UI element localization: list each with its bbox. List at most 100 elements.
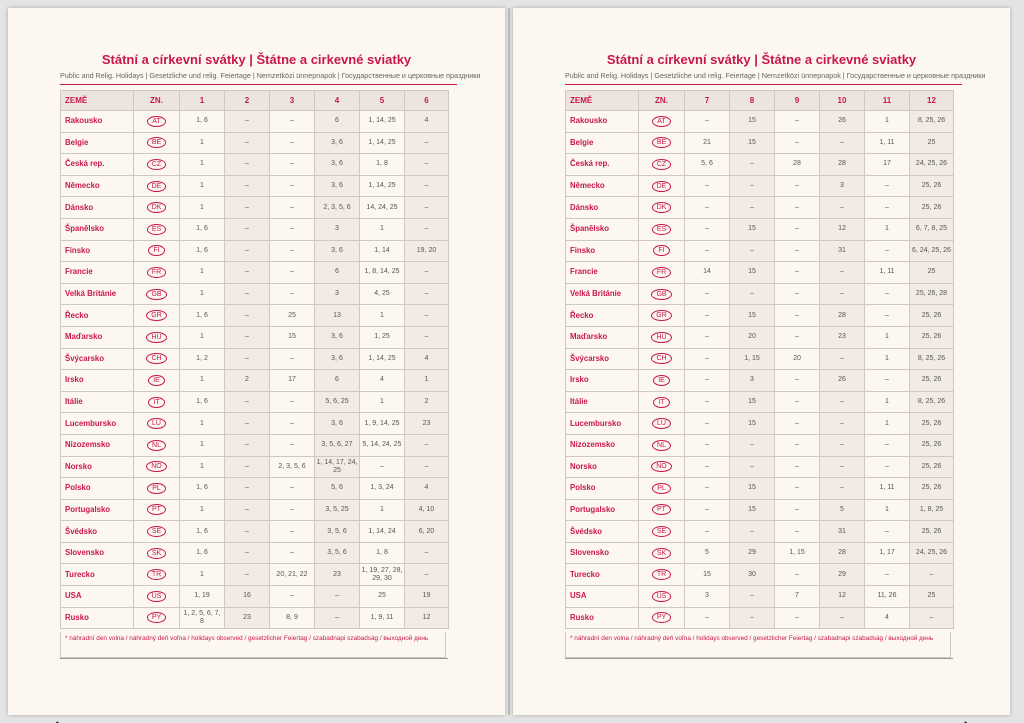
country-code: SE — [146, 526, 167, 538]
holiday-cell: – — [269, 239, 315, 263]
holiday-cell: 1, 14, 25 — [359, 110, 405, 133]
holiday-cell: 1 — [359, 498, 405, 522]
holiday-cell: 4 — [864, 606, 910, 630]
code-cell: CZ — [133, 153, 180, 176]
table-row: Rusko PY – – – –4– — [565, 606, 954, 630]
header-cell: 3 — [269, 90, 315, 111]
holiday-cell: 11, 26 — [864, 585, 910, 608]
holiday-cell: 1, 8 — [359, 541, 405, 565]
code-cell: FR — [638, 261, 685, 284]
header-cell: 12 — [909, 90, 954, 111]
country-code: PL — [652, 482, 671, 494]
country-cell: Dánsko — [565, 196, 639, 219]
holiday-cell: – — [224, 563, 270, 587]
country-cell: Francie — [565, 261, 639, 284]
holiday-cell: 3, 5, 6, 27 — [314, 433, 360, 457]
table-row: USA US 1, 19 16– –25 19 — [60, 585, 449, 608]
holiday-cell: 15 — [729, 110, 775, 133]
header-row: ZEMĚ ZN. 7 8 9 10 11 12 — [565, 90, 954, 111]
holiday-cell: 25, 26 — [909, 174, 954, 198]
holiday-cell: – — [269, 433, 315, 457]
holiday-cell: – — [269, 282, 315, 306]
country-code: IE — [653, 374, 670, 386]
holiday-cell: 8, 25, 26 — [909, 110, 954, 133]
country-cell: Rusko — [60, 606, 134, 630]
holiday-cell: 1, 19 — [179, 585, 225, 608]
country-cell: Belgie — [565, 131, 639, 155]
holiday-cell: 1, 14 — [359, 239, 405, 263]
page: Státní a církevní svátky | Štátne a cirk… — [8, 8, 505, 715]
holiday-cell: – — [224, 153, 270, 176]
holiday-cell: – — [684, 520, 730, 543]
holiday-cell: – — [864, 174, 910, 198]
title-rule — [565, 84, 962, 85]
holiday-cell: – — [819, 606, 865, 630]
country-cell: Švýcarsko — [60, 347, 134, 371]
country-cell: USA — [60, 585, 134, 608]
holiday-cell: 3, 6 — [314, 239, 360, 263]
header-cell: 4 — [314, 90, 360, 111]
header-cell: ZN. — [133, 90, 180, 111]
holiday-cell: 15 — [729, 390, 775, 414]
table-row: Irsko IE –3–26–25, 26 — [565, 369, 954, 392]
code-cell: CH — [133, 347, 180, 371]
holiday-cell: 25, 26, 28 — [909, 282, 954, 306]
holiday-cell: – — [224, 239, 270, 263]
holiday-cell: – — [269, 131, 315, 155]
holiday-cell: 25 — [909, 131, 954, 155]
code-cell: CH — [638, 347, 685, 371]
holiday-cell: – — [404, 196, 449, 219]
holiday-cell: 20, 21, 22 — [269, 563, 315, 587]
table-row: Polsko PL 1, 6– –5, 6 1, 3, 24 4 — [60, 477, 449, 500]
holiday-cell: 3, 5, 6 — [314, 520, 360, 543]
country-cell: Polsko — [565, 477, 639, 500]
holiday-cell: – — [774, 196, 820, 219]
footnote: * náhradní den volna / náhradný deň voľn… — [565, 632, 951, 658]
country-code: BE — [146, 137, 167, 149]
country-cell: Nizozemsko — [565, 433, 639, 457]
table-row: Slovensko SK 5 29 1, 15 28 1, 17 24, 25, 26 — [565, 541, 954, 565]
table-row: Irsko IE 1 2 17 6 4 1 — [60, 369, 449, 392]
code-cell: HU — [638, 325, 685, 349]
table-row: USA US 3–7 12 11, 26 25 — [565, 585, 954, 608]
country-cell: Rusko — [565, 606, 639, 630]
holiday-table: ZEMĚ ZN. 7 8 9 10 11 12 Rakousko AT –15–26 1 8, 25, … — [565, 90, 954, 630]
holiday-cell: 4 — [404, 477, 449, 500]
holiday-cell: – — [684, 606, 730, 630]
holiday-cell: – — [774, 563, 820, 587]
country-code: SE — [651, 526, 672, 538]
country-cell: Turecko — [565, 563, 639, 587]
holiday-cell: 25, 26 — [909, 433, 954, 457]
holiday-cell: 3 — [819, 174, 865, 198]
holiday-cell: 4, 25 — [359, 282, 405, 306]
country-cell: Španělsko — [565, 217, 639, 241]
holiday-cell: 1, 9, 11 — [359, 606, 405, 630]
holiday-cell: – — [774, 498, 820, 522]
holiday-cell: 5, 14, 24, 25 — [359, 433, 405, 457]
holiday-cell: 4 — [404, 347, 449, 371]
code-cell: AT — [133, 110, 180, 133]
code-cell: IE — [638, 369, 685, 392]
holiday-cell: 26 — [819, 369, 865, 392]
code-cell: SK — [133, 541, 180, 565]
holiday-cell: 4, 10 — [404, 498, 449, 522]
holiday-cell: 25 — [269, 304, 315, 327]
holiday-cell: – — [729, 455, 775, 479]
header-cell: 11 — [864, 90, 910, 111]
table-row: Řecko GR 1, 6–25 13 1– — [60, 304, 449, 327]
holiday-cell: – — [269, 585, 315, 608]
holiday-cell: 25, 26 — [909, 477, 954, 500]
holiday-cell: 23 — [224, 606, 270, 630]
code-cell: SE — [133, 520, 180, 543]
holiday-cell: 6, 20 — [404, 520, 449, 543]
header-cell: 9 — [774, 90, 820, 111]
holiday-cell: – — [864, 433, 910, 457]
table-row: Lucembursko LU 1– –3, 6 1, 9, 14, 25 23 — [60, 412, 449, 435]
holiday-cell: – — [774, 131, 820, 155]
holiday-cell: 8, 25, 26 — [909, 347, 954, 371]
code-cell: NO — [133, 455, 180, 479]
holiday-cell: 1, 11 — [864, 131, 910, 155]
holiday-cell: – — [224, 217, 270, 241]
page-subtitle: Public and Relig. Holidays | Gesetzliche… — [60, 71, 481, 80]
